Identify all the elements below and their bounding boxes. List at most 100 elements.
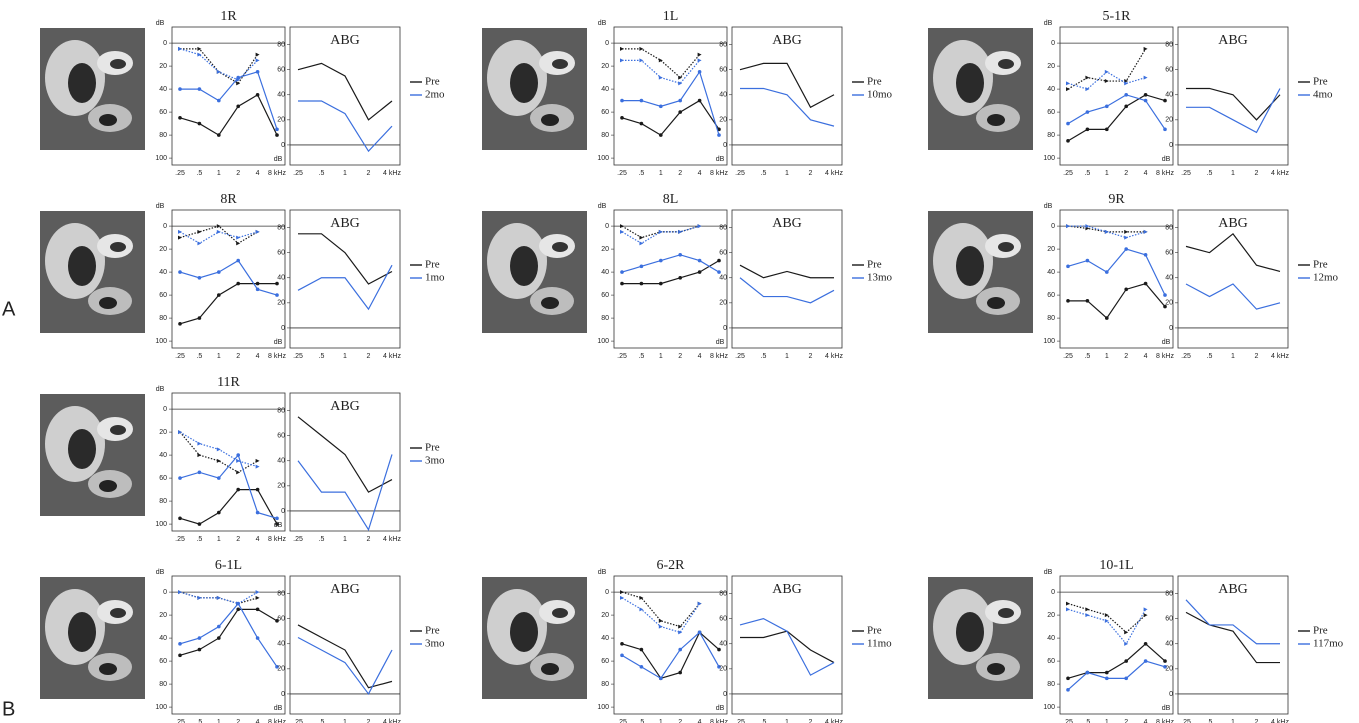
x-tick-label: 2 — [678, 170, 682, 177]
legend-label: Pre — [1313, 259, 1328, 271]
chart-title: ABG — [330, 399, 360, 414]
series-line — [622, 260, 720, 285]
y-tick-label: 20 — [159, 429, 167, 436]
y-axis-label: dB — [156, 569, 165, 576]
y-tick-label: 100 — [155, 155, 167, 162]
y-tick-label: 100 — [1043, 704, 1055, 711]
plot-frame — [1059, 26, 1174, 166]
y-tick-label: 0 — [723, 142, 727, 149]
data-point — [620, 58, 624, 63]
x-tick-label: 4 — [1144, 170, 1148, 177]
x-tick-label: 2 — [367, 170, 371, 177]
y-tick-label: 60 — [719, 615, 727, 622]
series-line — [298, 100, 393, 153]
data-point — [1085, 670, 1090, 675]
series-line — [180, 48, 259, 85]
legend-label: Pre — [1313, 625, 1328, 637]
y-tick-label: 0 — [1051, 223, 1055, 230]
y-tick-label: 60 — [1047, 292, 1055, 299]
x-tick-label: .25 — [617, 353, 627, 360]
y-tick-label: 80 — [159, 498, 167, 505]
y-tick-label: 60 — [159, 292, 167, 299]
y-tick-label: 60 — [1047, 109, 1055, 116]
plot-frame — [171, 575, 286, 715]
figure-label: A — [2, 298, 16, 320]
y-tick-label: 80 — [1047, 132, 1055, 139]
series-line — [179, 431, 258, 474]
ct-image — [110, 242, 126, 252]
data-point — [659, 258, 663, 263]
y-tick-label: 40 — [719, 641, 727, 648]
data-point — [1124, 247, 1128, 251]
x-tick-label: .5 — [638, 719, 644, 723]
ct-image — [110, 59, 126, 69]
x-tick-label: .25 — [1181, 170, 1191, 177]
y-tick-label: 0 — [1051, 40, 1055, 47]
y-tick-label: 60 — [277, 66, 285, 73]
data-point — [197, 229, 202, 234]
legend-label: 3mo — [425, 638, 445, 650]
series-line — [622, 48, 701, 79]
x-tick-label: 2 — [1255, 353, 1259, 360]
y-tick-label: 40 — [1165, 92, 1173, 99]
x-tick-label: 2 — [236, 719, 240, 723]
data-point — [197, 595, 202, 600]
data-point — [1124, 235, 1129, 240]
legend-label: Pre — [867, 76, 882, 88]
plot-frame — [1177, 575, 1289, 715]
data-point — [1143, 46, 1148, 51]
data-point — [197, 46, 202, 51]
y-axis-label: dB — [598, 20, 607, 27]
y-tick-label: 40 — [1047, 86, 1055, 93]
series-line — [1068, 282, 1166, 320]
x-tick-label: 4 — [698, 719, 702, 723]
x-tick-label: 4 kHz — [825, 719, 843, 723]
data-point — [178, 235, 182, 240]
y-tick-label: 20 — [1165, 300, 1173, 307]
x-tick-label: .5 — [761, 353, 767, 360]
data-point — [678, 110, 682, 114]
data-point — [1124, 641, 1129, 646]
series-line — [621, 99, 720, 136]
ct-image — [68, 63, 96, 103]
x-tick-label: .25 — [617, 170, 627, 177]
data-point — [1124, 229, 1129, 234]
series-line — [1067, 643, 1166, 679]
data-point — [1105, 270, 1109, 274]
x-tick-label: .25 — [735, 719, 745, 723]
data-point — [620, 98, 624, 103]
x-tick-label: 2 — [367, 353, 371, 360]
x-tick-label: 2 — [1124, 170, 1128, 177]
data-point — [1085, 75, 1090, 80]
data-point — [639, 281, 644, 286]
y-tick-label: 0 — [723, 691, 727, 698]
chart-title: ABG — [1218, 33, 1248, 48]
y-axis-label: dB — [716, 339, 725, 346]
data-point — [236, 258, 240, 263]
data-point — [178, 642, 182, 646]
x-tick-label: .5 — [196, 170, 202, 177]
chart-title: 10-1L — [1099, 558, 1133, 573]
series-line — [179, 608, 278, 656]
legend-label: 4mo — [1313, 89, 1333, 101]
x-tick-label: 1 — [1105, 170, 1109, 177]
x-tick-label: 8 kHz — [268, 170, 286, 177]
data-point — [255, 70, 260, 74]
data-point — [1104, 613, 1109, 618]
data-point — [1163, 98, 1167, 103]
x-tick-label: 2 — [1255, 719, 1259, 723]
data-point — [236, 104, 240, 109]
data-point — [1143, 75, 1148, 80]
legend-label: 3mo — [425, 455, 445, 467]
x-tick-label: .5 — [638, 353, 644, 360]
y-tick-label: 80 — [719, 590, 727, 597]
data-point — [697, 270, 702, 274]
legend-label: Pre — [425, 442, 440, 454]
y-tick-label: 80 — [601, 315, 609, 322]
x-tick-label: 2 — [1124, 353, 1128, 360]
y-tick-label: 20 — [1047, 612, 1055, 619]
data-point — [678, 75, 683, 80]
x-tick-label: 8 kHz — [710, 170, 728, 177]
data-point — [216, 447, 221, 452]
x-tick-label: 1 — [659, 719, 663, 723]
